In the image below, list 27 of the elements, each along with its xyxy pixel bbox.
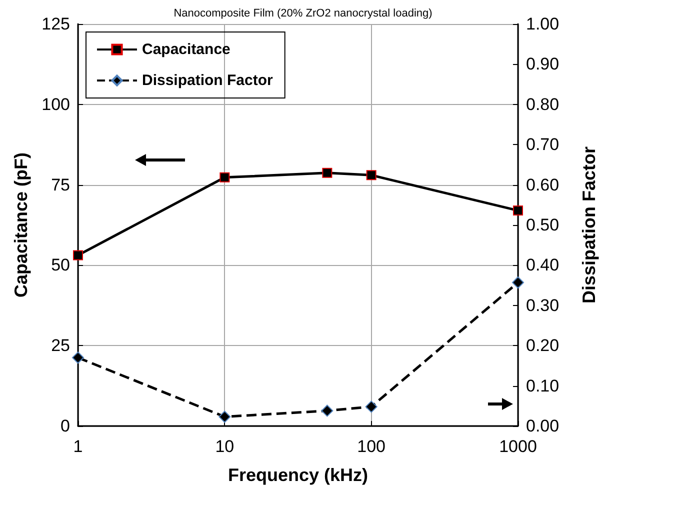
y2-tick-label: 0.50	[526, 216, 560, 234]
x-tick-label: 100	[357, 437, 386, 456]
y2-axis-title: Dissipation Factor	[579, 146, 599, 304]
y2-tick-label: 0.70	[526, 135, 560, 154]
y-tick-label: 50	[51, 256, 70, 275]
y2-tick-label: 0.40	[526, 256, 560, 275]
y2-tick-label: 0.10	[526, 376, 560, 396]
y2-tick-label: 0.00	[526, 416, 560, 436]
legend-label: Dissipation Factor	[142, 72, 274, 89]
y-tick-label: 0	[60, 416, 70, 436]
y-tick-label: 75	[51, 175, 70, 194]
y-axis-title: Capacitance (pF)	[11, 152, 31, 298]
x-tick-label: 1000	[499, 437, 537, 456]
y2-tick-label: 0.60	[526, 175, 560, 194]
x-tick-label: 1	[73, 437, 83, 456]
chart-title: Nanocomposite Film (20% ZrO2 nanocrystal loading)	[174, 8, 432, 20]
x-tick-label: 10	[215, 437, 234, 456]
y-tick-label: 25	[51, 336, 70, 356]
y-tick-label: 100	[42, 94, 70, 114]
legend-label: Capacitance	[142, 41, 230, 58]
y2-tick-label: 0.20	[526, 336, 560, 356]
y2-tick-label: 1.00	[526, 14, 560, 34]
y2-tick-label: 0.80	[526, 94, 560, 114]
x-axis-title: Frequency (kHz)	[228, 465, 368, 485]
y2-tick-label: 0.90	[526, 54, 560, 74]
y-tick-label: 125	[42, 14, 70, 34]
y2-tick-label: 0.30	[526, 296, 560, 315]
